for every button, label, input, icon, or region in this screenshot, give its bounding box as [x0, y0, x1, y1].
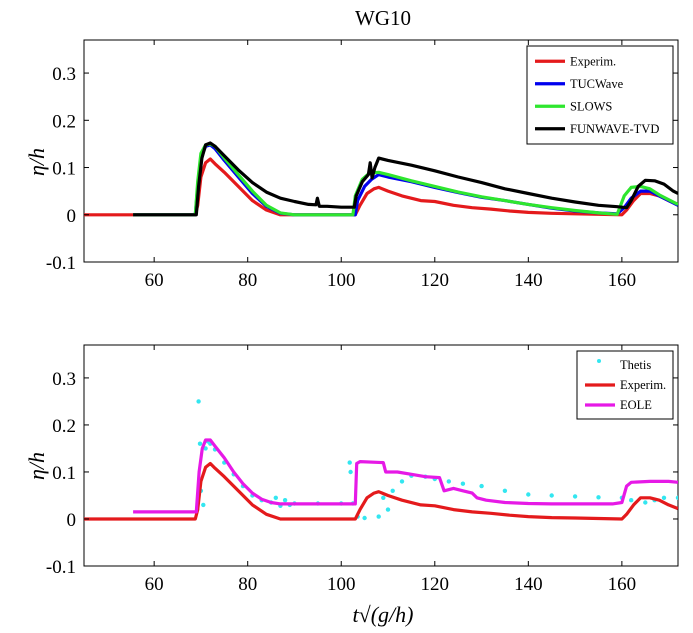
bottom-x-tick-label: 100 [327, 574, 356, 595]
top-legend-label-slows: SLOWS [570, 99, 612, 113]
bottom-panel: 60 80 100 120 140 160 -0.1 0 0.1 0.2 0.3 η/h Theti… [24, 344, 679, 595]
bottom-point-thetis [572, 494, 578, 499]
bottom-point-thetis [376, 514, 381, 519]
bottom-point-thetis [596, 495, 601, 500]
bottom-x-tick-label: 80 [238, 574, 257, 595]
bottom-point-thetis [460, 481, 466, 486]
bottom-legend-label-eole: EOLE [620, 398, 652, 412]
bottom-point-thetis [197, 441, 203, 446]
bottom-point-thetis [362, 515, 367, 521]
bottom-point-thetis [203, 446, 208, 451]
top-y-tick-label: -0.1 [46, 253, 76, 274]
bottom-x-tick-label: 160 [608, 574, 637, 595]
x-axis-label: t√(g/h) [353, 602, 414, 627]
bottom-point-thetis [502, 488, 508, 493]
top-x-tick-label: 140 [514, 270, 543, 291]
bottom-point-thetis [282, 498, 288, 503]
top-y-tick-label: 0.2 [52, 111, 76, 132]
bottom-point-thetis [661, 495, 667, 500]
bottom-series-eole [133, 438, 678, 514]
bottom-point-thetis [526, 492, 531, 497]
top-x-tick-label: 160 [608, 270, 637, 291]
bottom-y-axis-label: η/h [24, 452, 49, 480]
bottom-legend-label-experim: Experim. [620, 378, 666, 392]
bottom-point-thetis [629, 498, 634, 503]
bottom-legend-label-thetis: Thetis [620, 358, 651, 372]
bottom-legend: Thetis Experim. EOLE [576, 350, 674, 420]
bottom-point-thetis [347, 460, 352, 465]
top-x-tick-label: 100 [327, 270, 356, 291]
bottom-point-thetis [446, 479, 451, 484]
bottom-point-thetis [399, 479, 405, 484]
top-legend-label-experim: Experim. [570, 54, 616, 68]
top-x-tick-label: 80 [238, 270, 257, 291]
top-legend-label-tucwave: TUCWave [570, 77, 624, 91]
bottom-point-thetis [479, 483, 484, 489]
top-y-tick-label: 0.1 [52, 159, 76, 180]
bottom-point-thetis [390, 488, 395, 493]
top-x-tick-label: 60 [145, 270, 164, 291]
top-y-tick-label: 0 [67, 206, 77, 227]
top-y-tick-label: 0.3 [52, 64, 76, 85]
bottom-point-thetis [643, 500, 648, 505]
bottom-point-thetis [385, 507, 391, 512]
bottom-legend-swatch-thetis [597, 359, 601, 363]
bottom-y-tick-label: 0.2 [52, 416, 76, 437]
bottom-y-tick-label: 0 [67, 510, 77, 531]
bottom-point-thetis [273, 495, 278, 500]
top-ticks-group: 60 80 100 120 140 160 -0.1 0 0.1 0.2 0.3 [46, 40, 678, 291]
top-legend-label-funwave-tvd: FUNWAVE-TVD [570, 122, 659, 136]
figure-title: WG10 [355, 6, 411, 30]
bottom-y-tick-label: 0.3 [52, 369, 76, 390]
bottom-y-tick-label: -0.1 [46, 557, 76, 578]
bottom-x-tick-label: 60 [145, 574, 164, 595]
top-legend: Experim. TUCWave SLOWS FUNWAVE-TVD [526, 45, 674, 145]
top-series-group [84, 141, 678, 217]
bottom-point-thetis [348, 469, 353, 475]
top-series-funwave-tvd [133, 141, 678, 217]
bottom-y-tick-label: 0.1 [52, 463, 76, 484]
bottom-x-tick-label: 140 [514, 574, 543, 595]
bottom-x-tick-label: 120 [421, 574, 450, 595]
bottom-series-group [84, 399, 678, 521]
bottom-point-thetis [675, 495, 678, 500]
bottom-ticks-group: 60 80 100 120 140 160 -0.1 0 0.1 0.2 0.3 [46, 345, 678, 595]
top-y-axis-label: η/h [24, 148, 49, 176]
bottom-series-experim [84, 461, 678, 521]
top-x-tick-label: 120 [421, 270, 450, 291]
top-panel: 60 80 100 120 140 160 -0.1 0 0.1 0.2 0.3 η/h Exper… [24, 39, 679, 291]
bottom-point-thetis [381, 495, 386, 500]
top-series-experim [84, 157, 678, 217]
bottom-point-thetis [549, 493, 554, 498]
bottom-point-thetis [196, 399, 201, 404]
bottom-point-thetis [201, 502, 206, 508]
